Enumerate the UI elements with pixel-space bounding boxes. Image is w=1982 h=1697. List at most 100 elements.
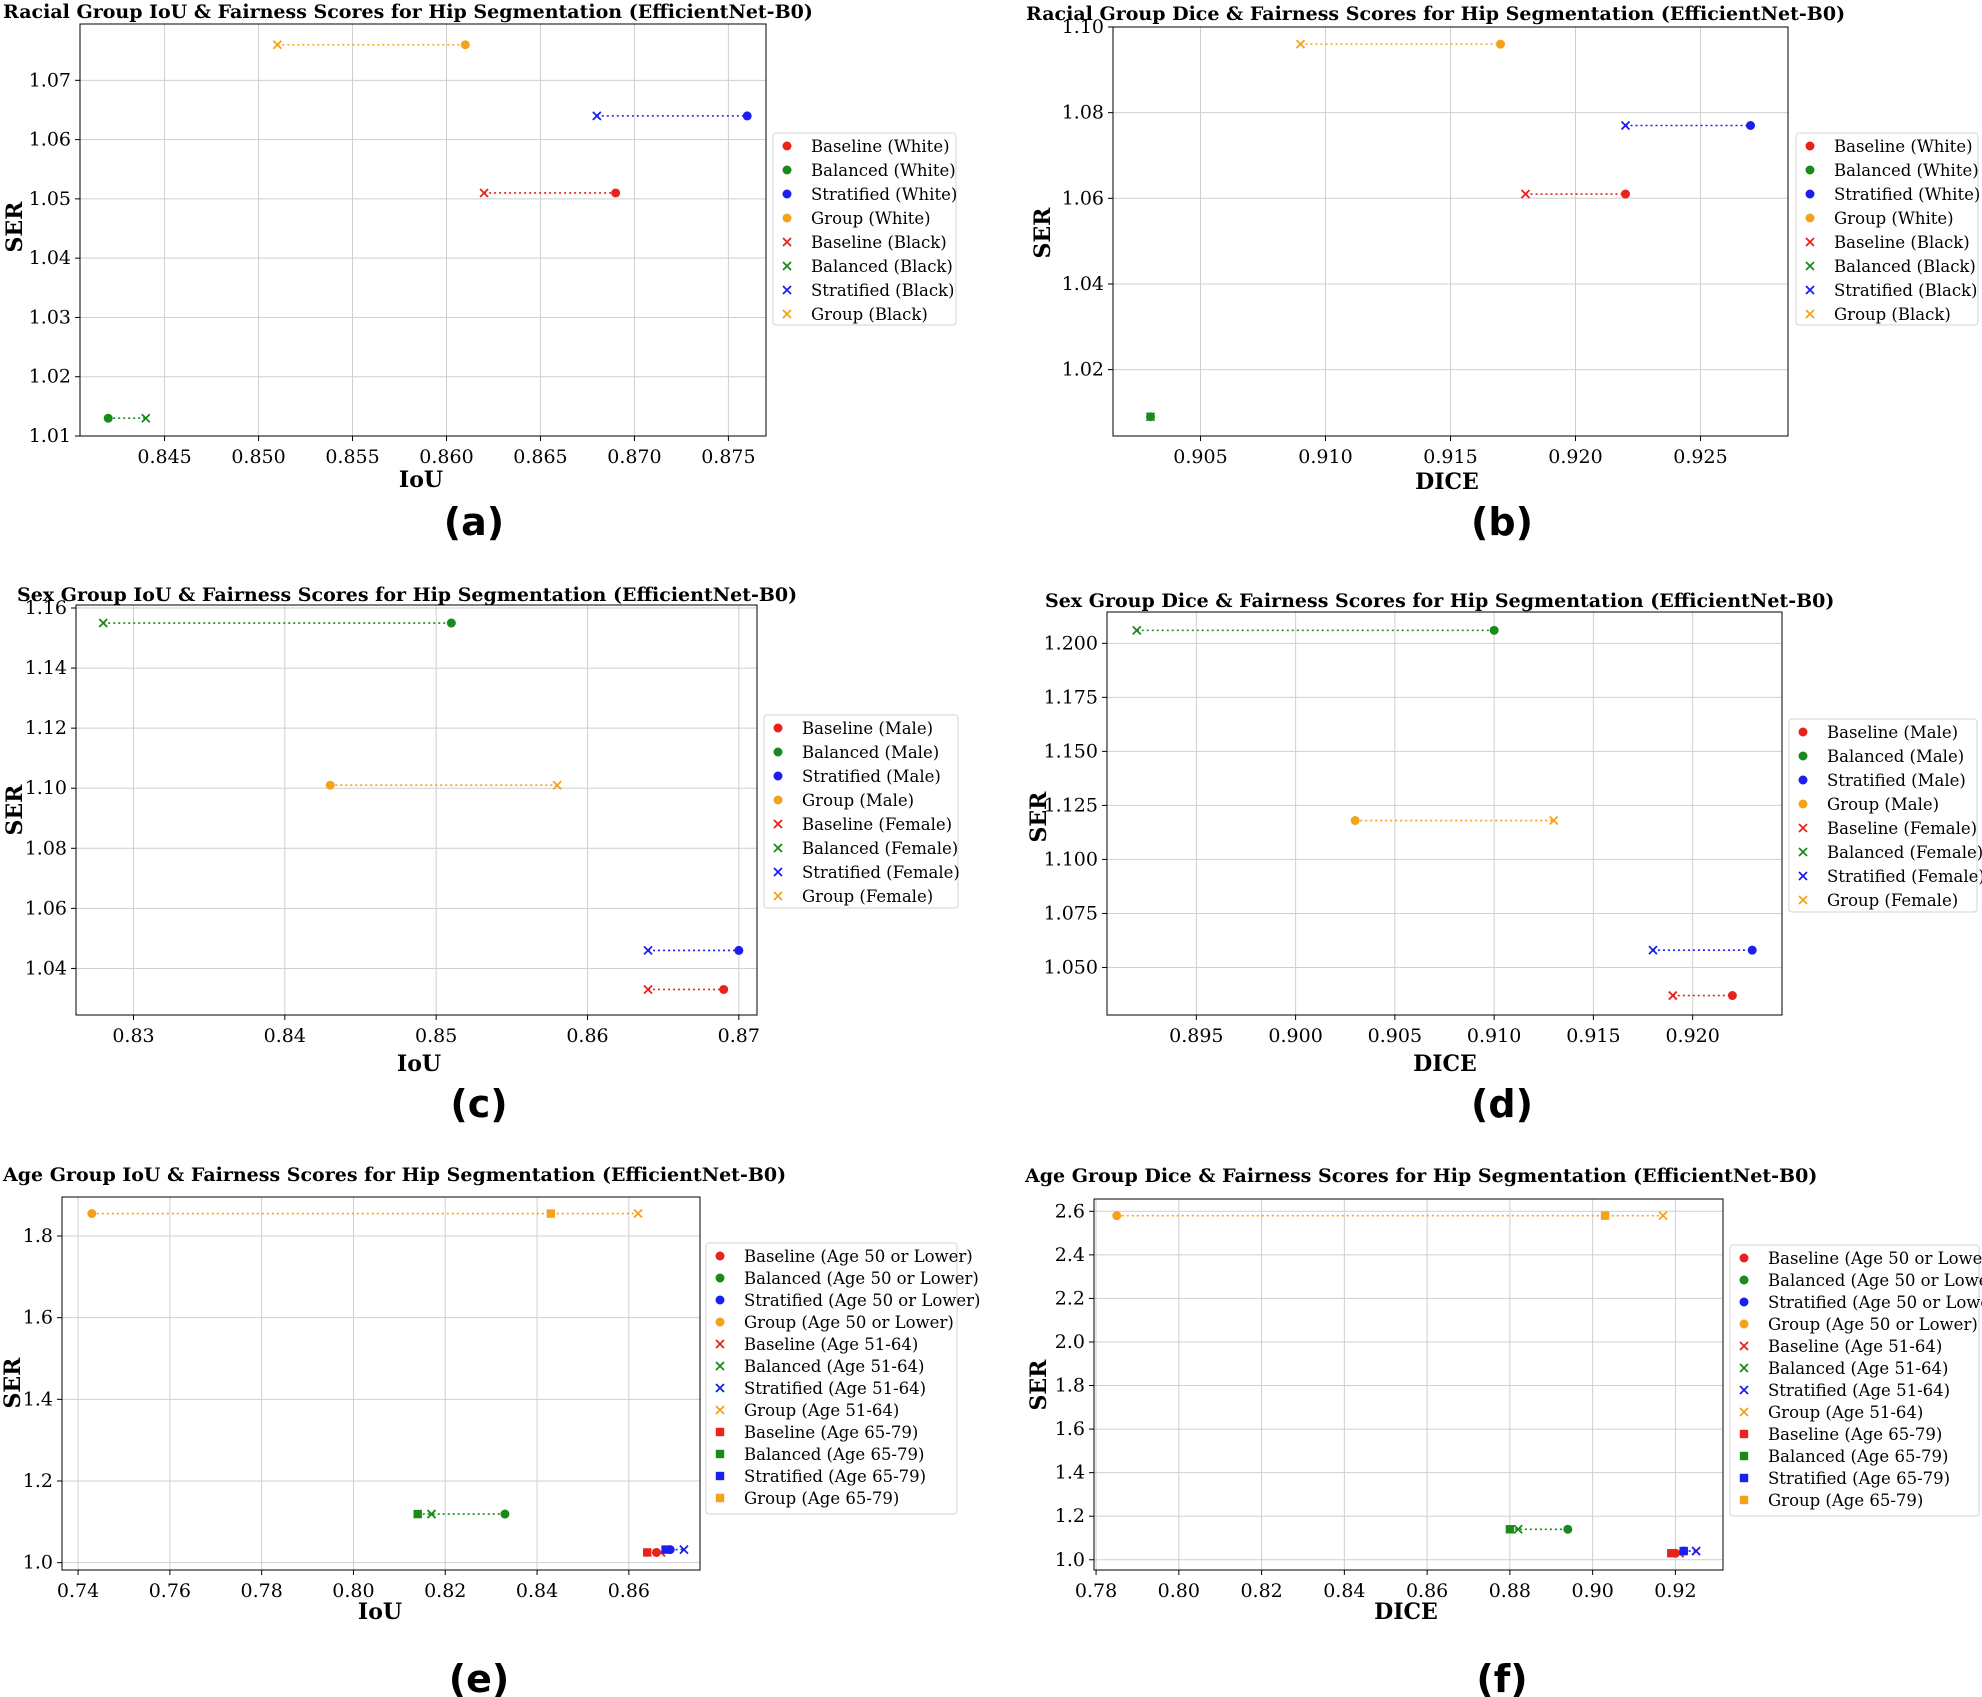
legend-swatch	[773, 867, 783, 877]
legend-entry: Stratified (Female)	[1827, 867, 1982, 886]
group-point	[633, 1208, 643, 1219]
legend-swatch	[1739, 1341, 1749, 1351]
legend-entry: Balanced (Male)	[802, 743, 939, 762]
x-tick-label: 0.80	[1158, 1580, 1200, 1602]
y-tick-label: 2.6	[1055, 1200, 1085, 1222]
y-tick-label: 1.04	[29, 247, 71, 269]
panel-c: Sex Group IoU & Fairness Scores for Hip …	[2, 584, 960, 1126]
x-tick-label: 0.915	[1423, 446, 1477, 468]
legend-entry: Group (Age 50 or Lower)	[1768, 1315, 1978, 1334]
baseline-point	[1520, 189, 1531, 199]
balanced-point	[98, 618, 108, 628]
balanced-point	[426, 1509, 437, 1519]
legend-entry: Group (Male)	[1827, 795, 1939, 814]
y-tick-label: 1.04	[1062, 273, 1104, 295]
x-axis-label: DICE	[1374, 1599, 1438, 1625]
y-tick-label: 1.10	[1062, 16, 1104, 38]
group-point	[552, 780, 562, 790]
baseline-point	[479, 188, 489, 198]
stratified-point	[1648, 945, 1658, 955]
legend-entry: Balanced (Black)	[1834, 257, 1976, 276]
x-axis-label: IoU	[358, 1599, 402, 1625]
y-tick-label: 1.12	[25, 717, 67, 739]
legend-entry: Baseline (White)	[811, 137, 950, 156]
x-tick-label: 0.870	[607, 446, 661, 468]
stratified-point	[1679, 1546, 1688, 1556]
plot-frame	[1106, 611, 1783, 1016]
x-tick-label: 0.86	[1406, 1580, 1448, 1602]
legend-entry: Baseline (Male)	[1827, 723, 1958, 742]
legend-entry: Stratified (Male)	[802, 767, 941, 786]
legend-entry: Balanced (Female)	[1827, 843, 1982, 862]
balanced-point	[1489, 625, 1499, 635]
group-point	[1658, 1211, 1668, 1221]
stratified-point	[592, 111, 602, 121]
y-tick-label: 1.10	[25, 777, 67, 799]
panel-label: (d)	[1471, 1082, 1533, 1126]
x-tick-label: 0.86	[566, 1025, 608, 1047]
group-point	[272, 40, 282, 50]
legend-swatch	[715, 1493, 725, 1503]
legend-swatch	[715, 1383, 725, 1393]
x-tick-label: 0.860	[419, 446, 473, 468]
legend-entry: Group (Male)	[802, 791, 914, 810]
legend-swatch	[773, 891, 783, 901]
legend-entry: Baseline (Age 50 or Lower)	[1768, 1249, 1982, 1268]
legend-swatch	[773, 819, 783, 829]
x-tick-label: 0.920	[1665, 1025, 1719, 1047]
legend: Baseline (Male) Balanced (Male) Stratified…	[1788, 718, 1982, 913]
legend-entry: Baseline (Female)	[1827, 819, 1977, 838]
legend-entry: Group (Age 65-79)	[744, 1489, 899, 1508]
legend-entry: Stratified (Age 51-64)	[1768, 1381, 1950, 1400]
panel-d: Sex Group Dice & Fairness Scores for Hip…	[1026, 590, 1982, 1126]
y-axis-label: SER	[2, 201, 28, 253]
legend: Baseline (Age 50 or Lower) Balanced (Age …	[1729, 1244, 1982, 1517]
stratified-point	[1691, 1546, 1701, 1556]
balanced-point	[413, 1509, 422, 1519]
legend-entry: Balanced (Black)	[811, 257, 953, 276]
x-tick-label: 0.78	[1075, 1580, 1117, 1602]
legend-entry: Group (Female)	[802, 887, 933, 906]
balanced-point	[1145, 412, 1156, 422]
legend-entry: Stratified (Age 50 or Lower)	[1768, 1293, 1982, 1312]
x-axis-label: IoU	[399, 467, 443, 493]
balanced-point	[500, 1509, 510, 1519]
x-tick-label: 0.90	[1571, 1580, 1613, 1602]
panel-title: Sex Group Dice & Fairness Scores for Hip…	[1045, 590, 1834, 612]
panel-b: Racial Group Dice & Fairness Scores for …	[1026, 3, 1980, 544]
legend-box	[705, 1242, 958, 1515]
legend-swatch	[782, 309, 792, 319]
balanced-point	[1505, 1525, 1515, 1534]
legend-swatch	[1805, 261, 1815, 271]
legend-entry: Stratified (White)	[811, 185, 957, 204]
legend-entry: Baseline (White)	[1834, 137, 1973, 156]
y-tick-label: 1.6	[1055, 1418, 1085, 1440]
x-tick-label: 0.905	[1173, 446, 1227, 468]
stratified-point	[742, 111, 752, 121]
group-point	[1112, 1211, 1122, 1221]
legend-swatch	[782, 237, 792, 247]
legend-swatch	[715, 1251, 725, 1261]
group-point	[1295, 39, 1306, 49]
group-point	[460, 40, 470, 50]
legend-swatch	[782, 165, 792, 175]
baseline-point	[1668, 990, 1678, 1001]
x-tick-label: 0.845	[137, 446, 191, 468]
legend-entry: Baseline (Age 50 or Lower)	[744, 1247, 973, 1266]
legend-swatch	[715, 1273, 725, 1283]
x-tick-label: 0.855	[325, 446, 379, 468]
group-point	[325, 780, 335, 790]
x-tick-label: 0.900	[1268, 1025, 1322, 1047]
legend-swatch	[1805, 309, 1815, 319]
y-tick-label: 1.08	[1062, 102, 1104, 124]
legend-entry: Stratified (Age 50 or Lower)	[744, 1291, 980, 1310]
legend-entry: Balanced (White)	[811, 161, 956, 180]
legend-entry: Balanced (Female)	[802, 839, 958, 858]
panel-title: Racial Group IoU & Fairness Scores for H…	[3, 1, 813, 23]
baseline-point	[1727, 991, 1737, 1001]
x-tick-label: 0.875	[701, 446, 755, 468]
legend-swatch	[1798, 751, 1808, 761]
legend-swatch	[782, 261, 792, 271]
x-tick-label: 0.83	[112, 1025, 154, 1047]
legend-swatch	[773, 795, 783, 805]
